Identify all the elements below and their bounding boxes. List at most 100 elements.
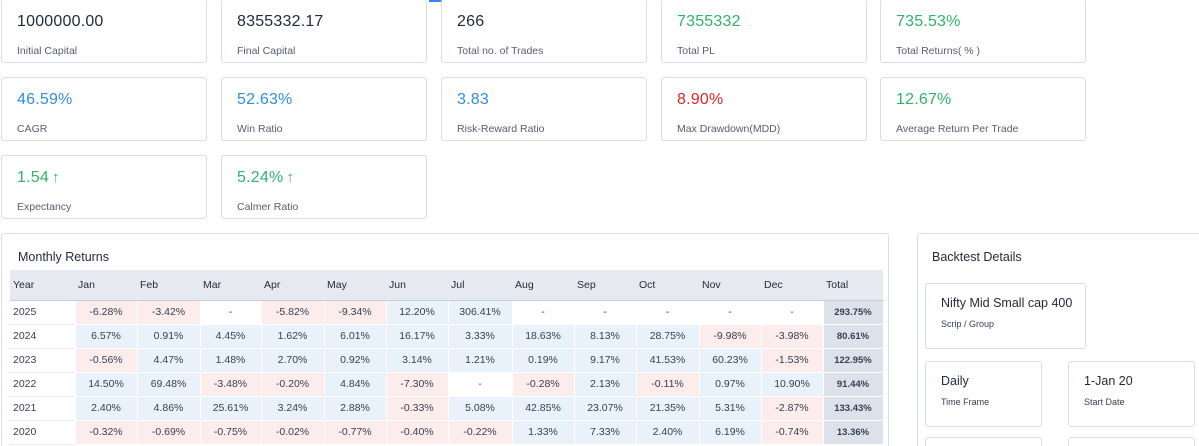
stat-label: Total PL	[677, 45, 715, 57]
month-return-cell: 1.21%	[448, 348, 513, 373]
month-return-cell: 25.61%	[200, 396, 262, 421]
month-return-cell: -0.20%	[261, 372, 325, 397]
column-header: Total	[823, 270, 883, 301]
month-return-cell: -0.74%	[761, 420, 824, 445]
time-frame-label: Time Frame	[941, 397, 990, 407]
stat-value: 266	[457, 12, 646, 32]
month-return-cell: -0.77%	[324, 420, 387, 445]
stat-value: 8.90%	[677, 90, 866, 110]
month-return-cell: -	[636, 300, 700, 325]
scrip-card: Nifty Mid Small cap 400 Scrip / Group	[925, 283, 1086, 349]
stat-card: 8.90% Max Drawdown(MDD)	[661, 77, 867, 141]
stat-card: 52.63% Win Ratio	[221, 77, 427, 141]
stat-value: 3.83	[457, 90, 646, 110]
stat-label: Expectancy	[17, 201, 72, 213]
stat-label: Total Returns( % )	[896, 45, 981, 57]
stat-label: CAGR	[17, 123, 48, 135]
table-row: 2020 -0.32% -0.69% -0.75% -0.02% -0.77% -0.40%…	[10, 420, 884, 445]
column-header: Aug	[512, 270, 574, 301]
total-cell: 80.61%	[823, 324, 884, 349]
month-return-cell: 6.01%	[324, 324, 387, 349]
month-return-cell: 0.92%	[324, 348, 387, 373]
month-return-cell: -0.56%	[75, 348, 138, 373]
month-return-cell: 1.33%	[512, 420, 575, 445]
table-header-row: Year Jan Feb Mar Apr May Jun Jul Aug Sep Oct Nov Dec…	[10, 270, 883, 301]
month-return-cell: -9.98%	[699, 324, 762, 349]
month-return-cell: 1.62%	[261, 324, 325, 349]
stat-card: 1.54 ↑ Expectancy	[1, 155, 207, 219]
month-return-cell: 28.75%	[636, 324, 700, 349]
total-cell: 133.43%	[823, 396, 884, 421]
column-header: Mar	[200, 270, 261, 301]
stat-card: 266 Total no. of Trades	[441, 0, 647, 63]
total-cell: 13.36%	[823, 420, 884, 445]
month-return-cell: 6.19%	[699, 420, 762, 445]
month-return-cell: -3.42%	[137, 300, 201, 325]
total-cell: 293.75%	[823, 300, 884, 325]
stat-value-text: 5.24%	[237, 169, 284, 186]
stat-value-text: 1.54	[17, 169, 49, 186]
stat-label: Risk-Reward Ratio	[457, 123, 545, 135]
year-cell: 2024	[10, 324, 76, 349]
month-return-cell: 4.47%	[137, 348, 201, 373]
month-return-cell: -0.75%	[200, 420, 262, 445]
stat-label: Total no. of Trades	[457, 45, 544, 57]
month-return-cell: 3.33%	[448, 324, 513, 349]
month-return-cell: -0.11%	[636, 372, 700, 397]
total-cell: 91.44%	[823, 372, 884, 397]
stat-label: Final Capital	[237, 45, 296, 57]
table-row: 2025 -6.28% -3.42% - -5.82% -9.34% 12.20% 306.4…	[10, 300, 884, 325]
column-header: Oct	[636, 270, 699, 301]
month-return-cell: -3.48%	[200, 372, 262, 397]
arrow-up-icon: ↑	[51, 169, 60, 186]
stat-card: 12.67% Average Return Per Trade	[880, 77, 1086, 141]
stat-value-text: 8355332.17	[237, 13, 324, 30]
column-header: Jan	[75, 270, 137, 301]
month-return-cell: 41.53%	[636, 348, 700, 373]
column-header: Year	[10, 270, 75, 301]
stat-card: 8355332.17 Final Capital	[221, 0, 427, 63]
stat-value-text: 7355332	[677, 13, 741, 30]
month-return-cell: 8.13%	[574, 324, 637, 349]
month-return-cell: 3.14%	[386, 348, 449, 373]
month-return-cell: -7.30%	[386, 372, 449, 397]
year-cell: 2020	[10, 420, 76, 445]
month-return-cell: 3.24%	[261, 396, 325, 421]
month-return-cell: 60.23%	[699, 348, 762, 373]
month-return-cell: -	[699, 300, 762, 325]
stat-value-text: 8.90%	[677, 91, 724, 108]
stat-value: 5.24% ↑	[237, 168, 426, 188]
time-frame-value: Daily	[941, 374, 969, 388]
year-cell: 2023	[10, 348, 76, 373]
month-return-cell: -0.32%	[75, 420, 138, 445]
month-return-cell: 0.19%	[512, 348, 575, 373]
month-return-cell: 16.17%	[386, 324, 449, 349]
month-return-cell: -0.69%	[137, 420, 201, 445]
year-cell: 2025	[10, 300, 76, 325]
month-return-cell: 18.63%	[512, 324, 575, 349]
month-return-cell: 69.48%	[137, 372, 201, 397]
stat-value: 46.59%	[17, 90, 206, 110]
month-return-cell: -3.98%	[761, 324, 824, 349]
table-body: 2025 -6.28% -3.42% - -5.82% -9.34% 12.20% 306.4…	[10, 300, 884, 445]
stat-label: Win Ratio	[237, 123, 283, 135]
backtest-details-title: Backtest Details	[932, 250, 1022, 264]
month-return-cell: -5.82%	[261, 300, 325, 325]
month-return-cell: -0.40%	[386, 420, 449, 445]
column-header: Jun	[386, 270, 448, 301]
month-return-cell: 12.20%	[386, 300, 449, 325]
month-return-cell: 21.35%	[636, 396, 700, 421]
column-header: Dec	[761, 270, 823, 301]
year-cell: 2021	[10, 396, 76, 421]
month-return-cell: 2.88%	[324, 396, 387, 421]
month-return-cell: -	[448, 372, 513, 397]
stat-value-text: 266	[457, 13, 485, 30]
stat-value-text: 1000000.00	[17, 13, 104, 30]
month-return-cell: 6.57%	[75, 324, 138, 349]
month-return-cell: -6.28%	[75, 300, 138, 325]
month-return-cell: 5.31%	[699, 396, 762, 421]
table-row: 2024 6.57% 0.91% 4.45% 1.62% 6.01% 16.17% 3.33%…	[10, 324, 884, 349]
stat-value: 1.54 ↑	[17, 168, 206, 188]
month-return-cell: -0.33%	[386, 396, 449, 421]
month-return-cell: 9.17%	[574, 348, 637, 373]
